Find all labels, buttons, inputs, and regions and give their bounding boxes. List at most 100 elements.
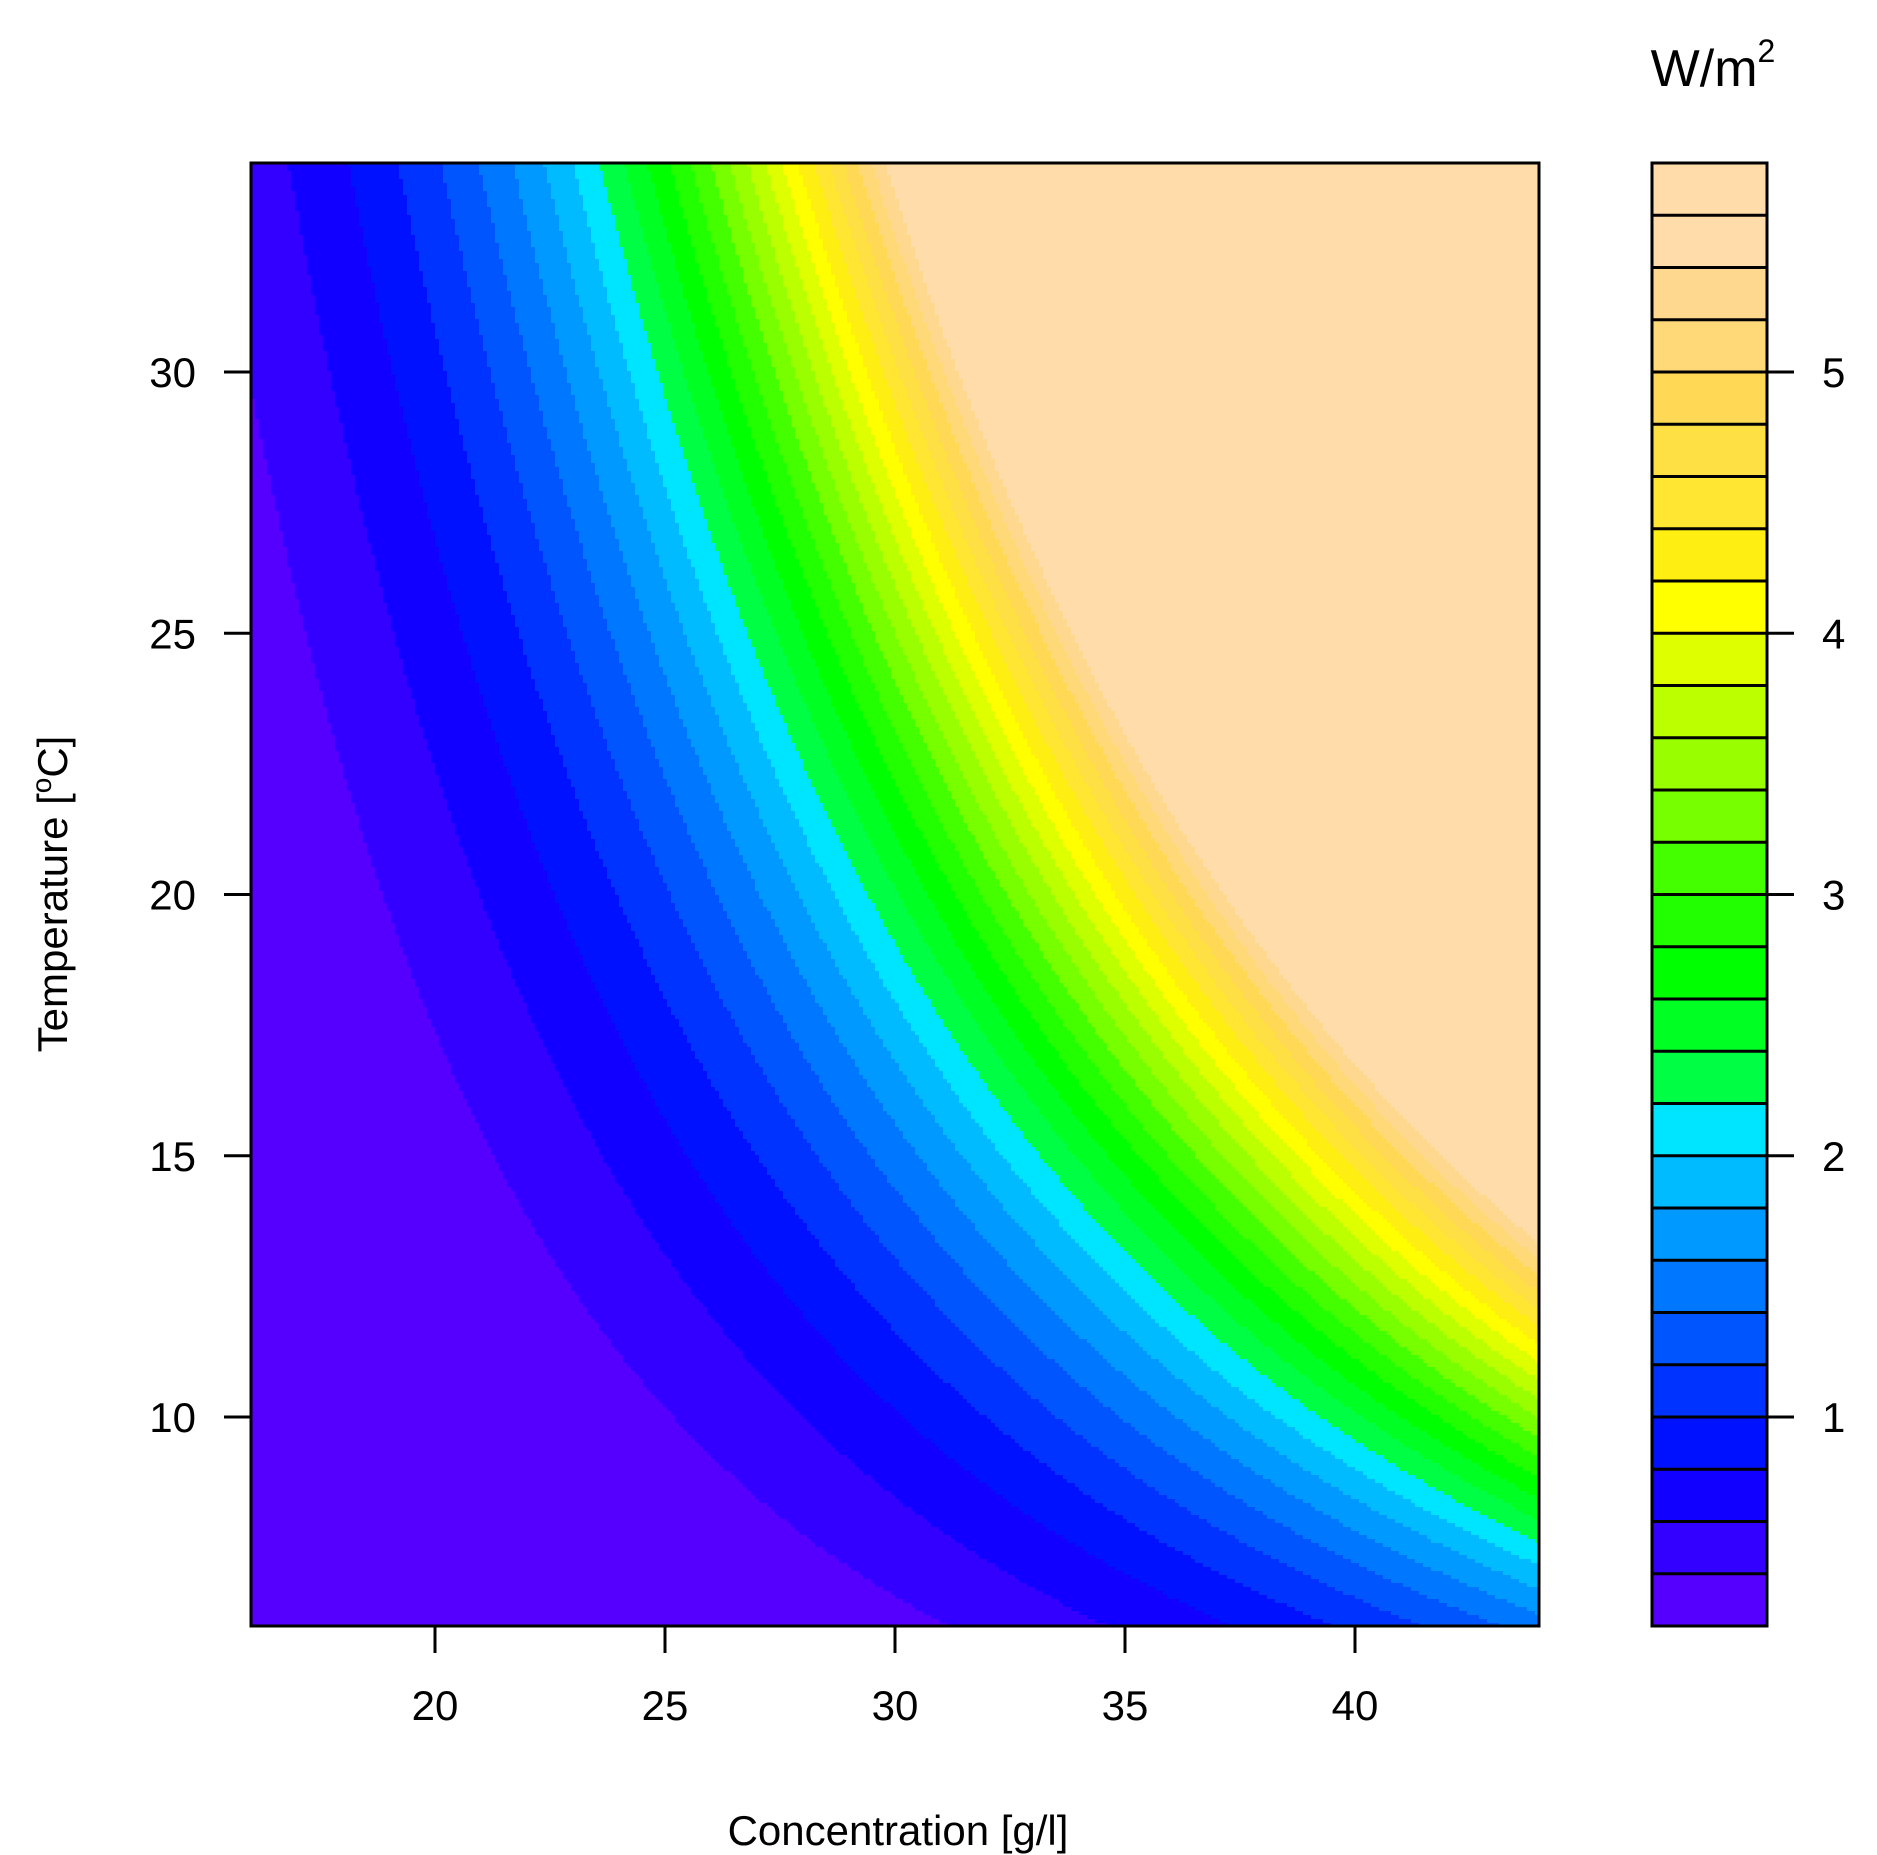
contour-band-cell xyxy=(251,535,284,540)
contour-band-cell xyxy=(451,595,508,600)
contour-band-cell xyxy=(843,163,860,168)
contour-band-cell xyxy=(423,499,480,504)
contour-band-cell xyxy=(455,611,512,616)
contour-band-cell xyxy=(791,599,816,604)
contour-band-cell xyxy=(963,567,980,572)
contour-band-cell xyxy=(623,163,648,168)
contour-band-cell xyxy=(455,411,504,416)
contour-band-cell xyxy=(1047,611,1064,616)
contour-band-cell xyxy=(811,255,828,260)
contour-band-cell xyxy=(827,459,848,464)
contour-band-cell xyxy=(427,739,496,744)
contour-band-cell xyxy=(895,315,912,320)
contour-band-cell xyxy=(1003,519,1020,524)
contour-band-cell xyxy=(643,419,672,424)
contour-band-cell xyxy=(1123,731,1140,736)
contour-band-cell xyxy=(1127,767,1144,772)
contour-band-cell xyxy=(1027,639,1044,644)
contour-band-cell xyxy=(679,807,720,812)
contour-band-cell xyxy=(863,883,896,888)
contour-band-cell xyxy=(251,587,296,592)
contour-band-cell xyxy=(483,703,544,708)
contour-band-cell xyxy=(907,355,924,360)
contour-band-cell xyxy=(963,727,984,732)
contour-band-cell xyxy=(799,823,832,828)
contour-band-cell xyxy=(839,447,860,452)
contour-band-cell xyxy=(703,595,736,600)
contour-band-cell xyxy=(547,563,588,568)
contour-band-cell xyxy=(323,339,388,344)
contour-band-cell xyxy=(455,607,512,612)
contour-band-cell xyxy=(671,499,700,504)
contour-band-cell xyxy=(1059,867,1080,872)
contour-band-cell xyxy=(455,415,504,420)
contour-band-cell xyxy=(911,279,924,284)
contour-band-cell xyxy=(495,731,552,736)
contour-band-cell xyxy=(667,683,704,688)
contour-band-cell xyxy=(415,455,468,460)
contour-band-cell xyxy=(463,447,512,452)
contour-band-cell xyxy=(683,367,708,372)
contour-band-cell xyxy=(555,327,588,332)
contour-band-cell xyxy=(679,199,700,204)
contour-band-cell xyxy=(459,427,508,432)
contour-band-cell xyxy=(771,551,796,556)
contour-band-cell xyxy=(779,319,796,324)
contour-band-cell xyxy=(651,847,696,852)
contour-band-cell xyxy=(875,683,896,688)
contour-band-cell xyxy=(607,295,636,300)
contour-band-cell xyxy=(907,395,924,400)
contour-band-cell xyxy=(251,747,336,752)
contour-band-cell xyxy=(611,631,652,636)
contour-band-cell xyxy=(899,291,916,296)
contour-band-cell xyxy=(339,751,432,756)
contour-band-cell xyxy=(659,283,684,288)
contour-band-cell xyxy=(515,167,548,172)
contour-band-cell xyxy=(655,863,704,868)
contour-band-cell xyxy=(775,631,804,636)
contour-band-cell xyxy=(891,723,916,728)
contour-band-cell xyxy=(739,763,772,768)
contour-band-cell xyxy=(1007,699,1024,704)
contour-band-cell xyxy=(671,323,696,328)
contour-band-cell xyxy=(835,275,852,280)
contour-band-cell xyxy=(607,403,640,408)
contour-band-cell xyxy=(995,567,1012,572)
contour-band-cell xyxy=(991,667,1008,672)
contour-band-cell xyxy=(831,223,848,228)
contour-band-cell xyxy=(287,167,352,172)
contour-band-cell xyxy=(1099,775,1116,780)
contour-band-cell xyxy=(875,491,896,496)
contour-band-cell xyxy=(683,363,708,368)
contour-band-cell xyxy=(815,215,832,220)
contour-band-cell xyxy=(975,715,996,720)
contour-band-cell xyxy=(799,563,824,568)
contour-band-cell xyxy=(963,571,980,576)
contour-band-cell xyxy=(795,487,816,492)
contour-band-cell xyxy=(1063,739,1080,744)
contour-band-cell xyxy=(859,547,880,552)
contour-band-cell xyxy=(939,767,960,772)
contour-band-cell xyxy=(519,803,580,808)
contour-band-cell xyxy=(251,331,320,336)
contour-band-cell xyxy=(679,275,704,280)
contour-band-cell xyxy=(863,407,880,412)
contour-band-cell xyxy=(923,835,948,840)
contour-band-cell xyxy=(1163,827,1180,832)
contour-band-cell xyxy=(983,731,1004,736)
contour-band-cell xyxy=(879,223,892,228)
contour-band-cell xyxy=(1119,835,1136,840)
contour-band-cell xyxy=(327,359,392,364)
contour-band-cell xyxy=(1211,851,1539,856)
contour-band-cell xyxy=(703,515,732,520)
contour-band-cell xyxy=(1055,631,1072,636)
contour-band-cell xyxy=(627,571,664,576)
contour-band-cell xyxy=(863,603,884,608)
contour-band-cell xyxy=(639,403,668,408)
contour-band-cell xyxy=(439,347,484,352)
contour-band-cell xyxy=(627,791,672,796)
contour-band-cell xyxy=(495,223,528,228)
contour-band-cell xyxy=(251,407,256,412)
contour-band-cell xyxy=(675,427,704,432)
contour-band-cell xyxy=(251,691,324,696)
